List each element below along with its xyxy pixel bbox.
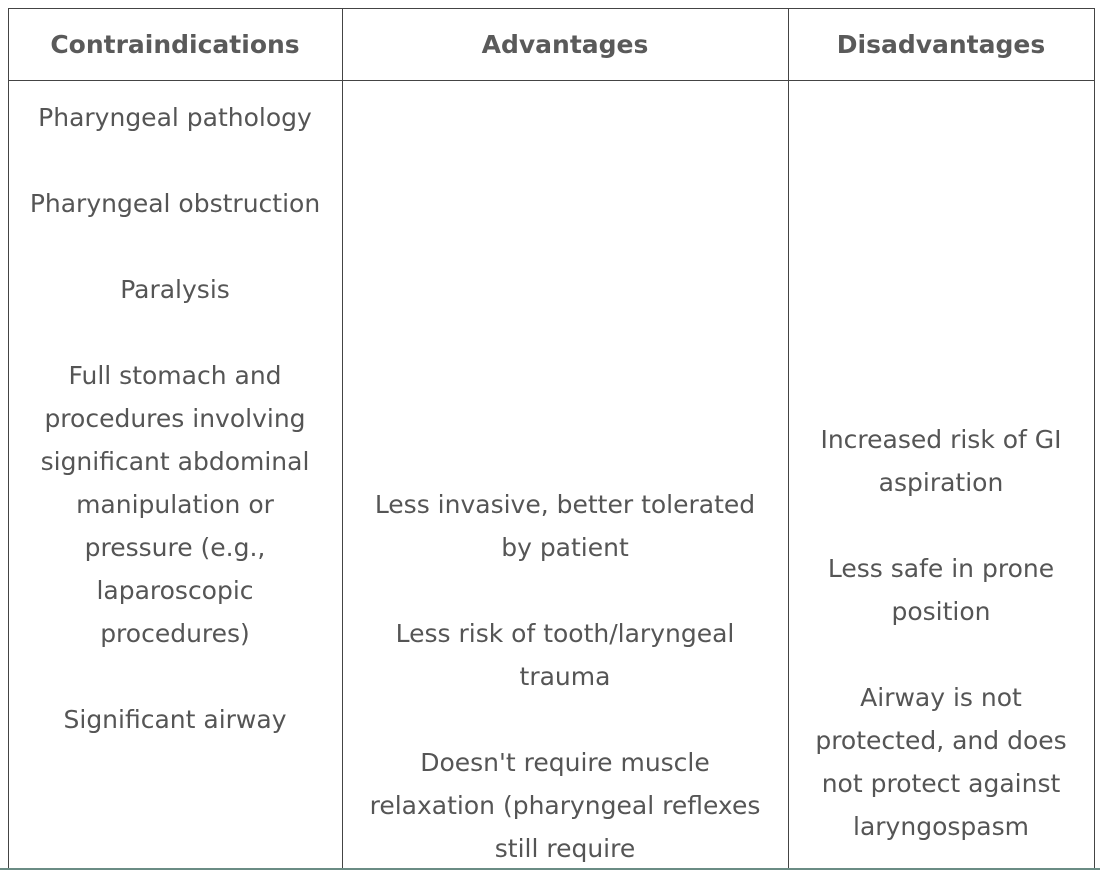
cell-item: Significant airway [63, 705, 287, 734]
header-cell: Contraindications [50, 29, 300, 59]
cell-item: Airway is not protected, and does not pr… [815, 683, 1067, 841]
cell: Pharyngeal pathology Pharyngeal obstructi… [22, 96, 328, 784]
cell-item: Less risk of tooth/laryngeal trauma [395, 619, 735, 691]
cell-item: Increased risk of GI aspiration [820, 425, 1062, 497]
column-border [8, 8, 9, 878]
cell-item: Less safe in prone position [827, 554, 1055, 626]
bottom-bar [0, 868, 1100, 878]
cell: Increased risk of GI aspiration Less safe… [806, 418, 1076, 878]
cell-item: Paralysis [120, 275, 230, 304]
header-cell: Disadvantages [836, 29, 1046, 59]
cell-item: Doesn't require muscle relaxation (phary… [369, 748, 761, 863]
cell: Less invasive, better tolerated by patie… [360, 483, 770, 878]
header-border [8, 80, 1095, 81]
column-border [1094, 8, 1095, 878]
column-border [342, 8, 343, 878]
cell-item: Full stomach and procedures involving si… [40, 361, 310, 648]
column-border [788, 8, 789, 878]
header-cell: Advantages [481, 29, 649, 59]
cell-item: Less invasive, better tolerated by patie… [374, 490, 756, 562]
cell-item: Pharyngeal obstruction [29, 189, 321, 218]
cell-item: Pharyngeal pathology [38, 103, 312, 132]
table-border [8, 8, 1095, 9]
